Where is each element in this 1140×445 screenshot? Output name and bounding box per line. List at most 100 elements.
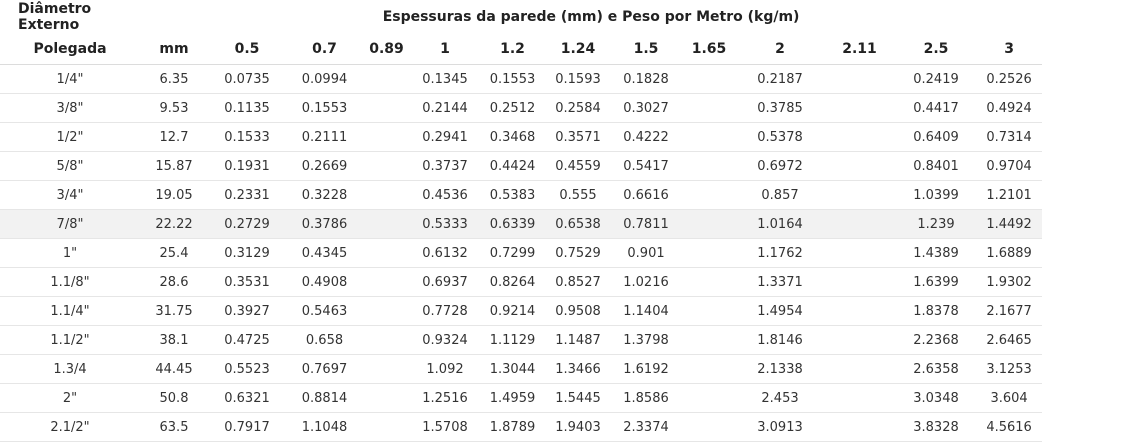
column-header-row: Polegada mm 0.5 0.7 0.89 1 1.2 1.24 1.5 1.65 2 2.11… xyxy=(0,34,1043,65)
row-value-mm: 12.7 xyxy=(140,122,208,152)
table-cell: 0.6321 xyxy=(208,383,286,413)
column-header: 2.5 xyxy=(896,34,976,65)
table-cell: 0.1553 xyxy=(286,93,363,123)
column-header: 1.24 xyxy=(545,34,611,65)
table-cell xyxy=(363,354,410,384)
table-cell xyxy=(363,325,410,355)
table-cell xyxy=(681,122,737,152)
table-cell: 1.8586 xyxy=(611,383,681,413)
table-cell xyxy=(823,180,896,210)
row-value-mm: 19.05 xyxy=(140,180,208,210)
table-cell: 0.857 xyxy=(737,180,823,210)
table-cell: 1.2101 xyxy=(976,180,1043,210)
table-row: 3/8" 9.53 0.1135 0.1553 0.2144 0.2512 0.2584 0.… xyxy=(0,93,1043,123)
table-cell: 1.6889 xyxy=(976,238,1043,268)
row-value-mm: 6.35 xyxy=(140,64,208,94)
table-cell: 1.9403 xyxy=(545,412,611,442)
table-cell: 1.4389 xyxy=(896,238,976,268)
table-cell xyxy=(681,180,737,210)
table-cell: 0.3737 xyxy=(410,151,480,181)
table-cell: 0.3571 xyxy=(545,122,611,152)
table-cell: 2.2368 xyxy=(896,325,976,355)
table-cell: 0.1593 xyxy=(545,64,611,94)
table-cell: 1.1487 xyxy=(545,325,611,355)
row-label-polegada: 1/2" xyxy=(0,122,140,152)
table-cell: 0.2584 xyxy=(545,93,611,123)
table-body: 1/4" 6.35 0.0735 0.0994 0.1345 0.1553 0.1593 0.… xyxy=(0,64,1043,442)
table-cell: 1.3466 xyxy=(545,354,611,384)
weight-table: Diâmetro Externo Espessuras da parede (m… xyxy=(0,1,1043,442)
table-cell xyxy=(363,64,410,94)
table-cell: 1.092 xyxy=(410,354,480,384)
table-cell: 1.239 xyxy=(896,209,976,239)
table-cell: 1.1762 xyxy=(737,238,823,268)
table-cell: 0.8264 xyxy=(480,267,545,297)
table-cell: 0.7728 xyxy=(410,296,480,326)
table-cell xyxy=(363,122,410,152)
table-row: 5/8" 15.87 0.1931 0.2669 0.3737 0.4424 0.4559 0… xyxy=(0,151,1043,181)
table-cell: 0.6409 xyxy=(896,122,976,152)
table-cell: 1.9302 xyxy=(976,267,1043,297)
table-cell: 1.5708 xyxy=(410,412,480,442)
table-row: 7/8" 22.22 0.2729 0.3786 0.5333 0.6339 0.6538 0… xyxy=(0,209,1043,239)
table-cell xyxy=(823,209,896,239)
table-cell: 1.6399 xyxy=(896,267,976,297)
table-cell: 0.2669 xyxy=(286,151,363,181)
table-cell xyxy=(681,209,737,239)
table-cell: 0.2512 xyxy=(480,93,545,123)
table-cell: 0.3531 xyxy=(208,267,286,297)
table-cell xyxy=(823,151,896,181)
table-cell: 4.5616 xyxy=(976,412,1043,442)
table-cell: 0.3129 xyxy=(208,238,286,268)
table-cell: 0.4559 xyxy=(545,151,611,181)
table-cell: 0.2187 xyxy=(737,64,823,94)
column-header: 2 xyxy=(737,34,823,65)
table-cell xyxy=(823,325,896,355)
row-label-polegada: 3/4" xyxy=(0,180,140,210)
table-cell: 3.604 xyxy=(976,383,1043,413)
table-cell xyxy=(823,383,896,413)
table-cell: 0.555 xyxy=(545,180,611,210)
table-cell: 0.5523 xyxy=(208,354,286,384)
row-label-polegada: 1.1/8" xyxy=(0,267,140,297)
table-cell: 0.6339 xyxy=(480,209,545,239)
table-cell: 2.3374 xyxy=(611,412,681,442)
table-cell: 3.1253 xyxy=(976,354,1043,384)
table-cell: 0.3468 xyxy=(480,122,545,152)
table-cell: 0.7697 xyxy=(286,354,363,384)
table-cell: 0.2526 xyxy=(976,64,1043,94)
row-value-mm: 28.6 xyxy=(140,267,208,297)
table-cell: 1.0216 xyxy=(611,267,681,297)
table-cell: 3.0348 xyxy=(896,383,976,413)
table-cell: 0.3927 xyxy=(208,296,286,326)
table-cell xyxy=(363,412,410,442)
table-cell xyxy=(681,93,737,123)
table-cell: 1.3798 xyxy=(611,325,681,355)
table-cell: 0.5463 xyxy=(286,296,363,326)
row-label-polegada: 1.3/4 xyxy=(0,354,140,384)
table-cell xyxy=(363,296,410,326)
table-cell: 1.0164 xyxy=(737,209,823,239)
table-cell: 0.3027 xyxy=(611,93,681,123)
row-value-mm: 50.8 xyxy=(140,383,208,413)
table-cell: 3.8328 xyxy=(896,412,976,442)
row-label-polegada: 1.1/2" xyxy=(0,325,140,355)
row-value-mm: 63.5 xyxy=(140,412,208,442)
table-cell xyxy=(363,238,410,268)
column-header: 0.5 xyxy=(208,34,286,65)
column-header: 3 xyxy=(976,34,1043,65)
table-cell: 1.3044 xyxy=(480,354,545,384)
table-cell: 0.2419 xyxy=(896,64,976,94)
column-header: 1.65 xyxy=(681,34,737,65)
header-espessuras: Espessuras da parede (mm) e Peso por Met… xyxy=(382,9,800,25)
table-cell xyxy=(681,383,737,413)
table-cell: 1.5445 xyxy=(545,383,611,413)
table-cell xyxy=(363,93,410,123)
table-cell: 0.2729 xyxy=(208,209,286,239)
column-header: 1.5 xyxy=(611,34,681,65)
table-cell: 1.4954 xyxy=(737,296,823,326)
table-cell xyxy=(681,267,737,297)
table-cell xyxy=(681,296,737,326)
header-diametro-externo: Diâmetro Externo xyxy=(18,1,92,33)
table-cell: 0.9508 xyxy=(545,296,611,326)
